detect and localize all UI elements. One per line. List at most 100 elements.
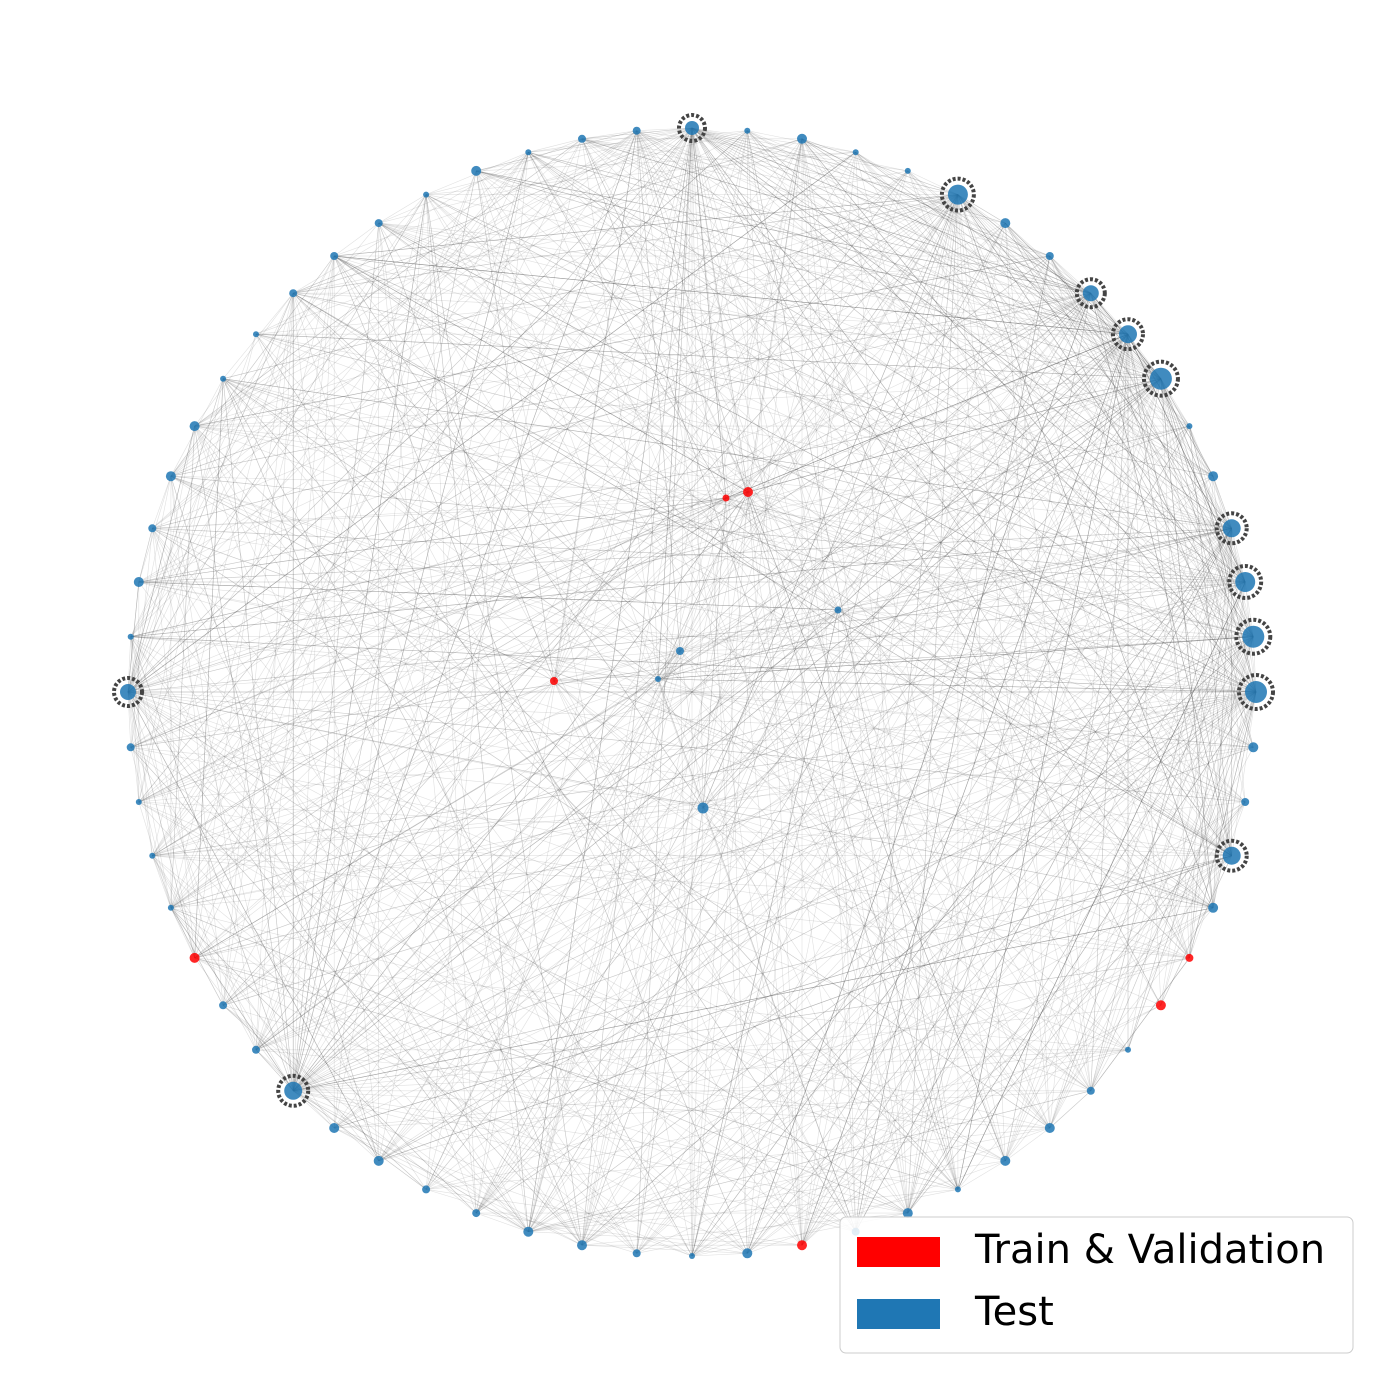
edge bbox=[475, 475, 1214, 1214]
edge bbox=[334, 255, 749, 493]
edge bbox=[855, 255, 1051, 1232]
edge bbox=[636, 127, 693, 1254]
edge bbox=[223, 378, 1254, 637]
edge bbox=[152, 130, 637, 856]
node bbox=[1235, 572, 1256, 592]
edge bbox=[636, 130, 681, 652]
edge bbox=[194, 194, 958, 427]
edge bbox=[907, 636, 1254, 1214]
edge bbox=[528, 152, 1254, 748]
edge bbox=[334, 425, 1190, 1129]
edge bbox=[255, 1049, 1050, 1129]
edge bbox=[747, 130, 959, 1190]
edge bbox=[679, 378, 1162, 652]
edge bbox=[152, 497, 727, 856]
node bbox=[1208, 902, 1219, 913]
edge bbox=[528, 152, 1092, 1091]
edge bbox=[528, 152, 1091, 294]
edge bbox=[1231, 528, 1257, 693]
edge bbox=[553, 680, 909, 1214]
edge bbox=[691, 127, 856, 1232]
edge bbox=[170, 426, 195, 908]
edge bbox=[194, 425, 693, 1257]
edge bbox=[425, 491, 749, 1190]
edge bbox=[747, 293, 1092, 1254]
node bbox=[904, 167, 911, 174]
edge bbox=[528, 1231, 803, 1246]
edge bbox=[691, 127, 1232, 856]
edge bbox=[657, 678, 1257, 693]
edge bbox=[130, 497, 727, 748]
edge bbox=[1005, 636, 1254, 1162]
edge bbox=[553, 636, 1254, 682]
edge bbox=[425, 680, 555, 1190]
edge bbox=[528, 1090, 1091, 1232]
node bbox=[165, 471, 176, 482]
edge bbox=[1090, 293, 1232, 856]
edge bbox=[475, 130, 637, 1214]
edge bbox=[292, 292, 681, 652]
edge bbox=[127, 691, 153, 856]
edge bbox=[334, 691, 1257, 1129]
edge bbox=[1212, 691, 1257, 908]
edge bbox=[636, 1005, 1162, 1254]
edge bbox=[801, 138, 1257, 693]
edge bbox=[581, 334, 1129, 1246]
edge bbox=[957, 194, 1092, 1091]
edge bbox=[152, 528, 637, 1254]
edge bbox=[855, 152, 1254, 637]
edge bbox=[957, 194, 1232, 856]
edge bbox=[1160, 378, 1190, 958]
edge bbox=[747, 138, 803, 493]
edge bbox=[957, 194, 1162, 379]
edge bbox=[127, 636, 131, 693]
edge bbox=[528, 127, 693, 1232]
edge bbox=[334, 1127, 529, 1232]
edge bbox=[293, 292, 839, 611]
edge bbox=[378, 855, 1232, 1162]
edge bbox=[194, 425, 1246, 583]
edge bbox=[127, 691, 172, 908]
edge bbox=[152, 528, 1050, 1129]
edge bbox=[1127, 636, 1254, 1050]
edge bbox=[292, 152, 529, 1091]
edge bbox=[855, 152, 1091, 294]
edge bbox=[378, 130, 748, 224]
edge bbox=[528, 152, 727, 499]
edge bbox=[1189, 528, 1232, 958]
edge bbox=[1005, 528, 1232, 1162]
edge bbox=[425, 194, 583, 1246]
edge bbox=[222, 127, 693, 1006]
edge bbox=[152, 138, 583, 856]
edge bbox=[425, 194, 1190, 959]
edge bbox=[747, 138, 803, 493]
edge bbox=[293, 194, 958, 294]
edge bbox=[725, 497, 1232, 856]
edge bbox=[170, 292, 1091, 477]
edge bbox=[170, 907, 1050, 1129]
edge bbox=[1189, 426, 1257, 693]
edge bbox=[127, 194, 959, 693]
edge bbox=[378, 222, 1257, 693]
edge bbox=[679, 650, 1051, 1129]
edge bbox=[657, 194, 959, 680]
edge bbox=[581, 138, 959, 1190]
edge bbox=[476, 170, 1129, 335]
node bbox=[1045, 252, 1054, 260]
edge bbox=[1189, 691, 1257, 958]
edge bbox=[747, 491, 803, 1246]
edge bbox=[130, 497, 727, 637]
edge bbox=[957, 334, 1129, 1190]
edge bbox=[691, 127, 1162, 1006]
edge bbox=[222, 255, 335, 1006]
edge bbox=[657, 636, 1254, 680]
edge bbox=[636, 293, 1092, 1254]
edge bbox=[293, 957, 1190, 1092]
edge bbox=[657, 127, 693, 680]
edge bbox=[138, 528, 153, 583]
edge bbox=[222, 378, 1214, 909]
edge bbox=[725, 378, 1161, 499]
edge bbox=[194, 425, 1232, 529]
edge bbox=[553, 130, 748, 682]
edge bbox=[194, 425, 803, 1246]
